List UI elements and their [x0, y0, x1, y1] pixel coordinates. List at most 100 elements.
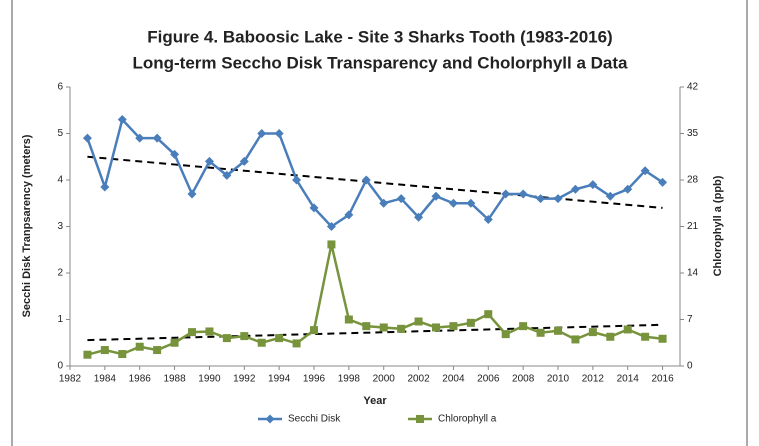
point: [344, 210, 354, 220]
point: [466, 198, 476, 208]
x-tick-label: 1998: [338, 374, 361, 385]
point: [658, 177, 668, 187]
legend-label: Chlorophyll a: [438, 414, 497, 425]
y2-tick-label: 21: [687, 221, 699, 232]
point: [240, 332, 249, 341]
point: [641, 332, 650, 341]
y2-tick-label: 35: [687, 128, 699, 139]
point: [501, 189, 511, 199]
point: [571, 335, 580, 344]
point: [623, 325, 632, 334]
point: [640, 166, 650, 176]
chart-subtitle: Long-term Seccho Disk Transparency and C…: [132, 53, 628, 72]
x-tick-label: 1988: [163, 374, 186, 385]
y2-tick-label: 7: [687, 314, 693, 325]
x-tick-label: 1986: [129, 374, 152, 385]
point: [483, 215, 493, 225]
chart-title: Figure 4. Baboosic Lake - Site 3 Sharks …: [147, 27, 612, 46]
point: [170, 149, 180, 159]
point: [379, 198, 389, 208]
point: [606, 332, 615, 341]
point: [414, 317, 423, 326]
point: [397, 324, 406, 333]
point: [554, 326, 562, 335]
point: [553, 194, 563, 204]
point: [309, 203, 319, 213]
point: [379, 323, 388, 332]
point: [501, 330, 510, 339]
point: [344, 315, 353, 324]
series-line: [87, 244, 663, 356]
point: [361, 175, 371, 185]
point: [135, 342, 144, 351]
y-tick-label: 6: [57, 82, 63, 93]
y2-tick-label: 42: [687, 82, 699, 93]
x-tick-label: 2008: [512, 374, 535, 385]
x-tick-label: 1984: [94, 374, 117, 385]
frame: [11, 0, 748, 446]
point: [432, 323, 440, 332]
point: [83, 350, 92, 359]
point: [292, 339, 301, 348]
point: [135, 133, 145, 143]
x-tick-label: 2012: [582, 374, 605, 385]
x-tick-label: 1992: [233, 374, 256, 385]
point: [170, 338, 179, 347]
point: [448, 198, 458, 208]
point: [187, 189, 197, 199]
point: [257, 129, 267, 138]
x-tick-label: 2010: [547, 374, 570, 385]
x-tick-label: 2016: [651, 374, 674, 385]
x-tick-label: 2000: [373, 374, 396, 385]
point: [396, 194, 406, 204]
y2-tick-label: 14: [687, 268, 699, 279]
y-tick-label: 1: [57, 314, 63, 325]
x-tick-label: 1994: [268, 374, 291, 385]
y-tick-label: 0: [57, 361, 63, 372]
point: [327, 240, 336, 249]
point: [204, 156, 214, 166]
x-tick-label: 2014: [617, 374, 640, 385]
point: [310, 326, 318, 335]
point: [257, 338, 266, 347]
point: [449, 322, 458, 331]
legend-label: Secchi Disk: [288, 414, 341, 425]
point: [222, 334, 231, 343]
point: [117, 115, 127, 125]
point: [239, 156, 249, 166]
x-tick-label: 1996: [303, 374, 326, 385]
y-tick-label: 3: [57, 221, 63, 232]
point: [658, 334, 667, 343]
x-tick-label: 1982: [59, 374, 82, 385]
x-tick-label: 2004: [442, 374, 465, 385]
point: [118, 350, 127, 359]
point: [466, 318, 475, 327]
point: [326, 222, 336, 231]
trend-line: [87, 155, 663, 209]
point: [222, 170, 232, 180]
point: [518, 189, 528, 199]
legend-marker: [416, 415, 424, 423]
y-tick-label: 4: [57, 175, 63, 186]
y-tick-label: 2: [57, 268, 63, 279]
x-axis-label: Year: [363, 395, 387, 407]
legend-marker: [265, 414, 275, 424]
point: [484, 310, 493, 319]
point: [536, 194, 546, 204]
y-axis-label: Secchi Disk Tranpsarency (meters): [21, 134, 33, 317]
point: [414, 212, 424, 222]
point: [623, 184, 633, 194]
point: [292, 175, 302, 185]
point: [152, 133, 162, 143]
y2-tick-label: 28: [687, 175, 699, 186]
point: [362, 322, 371, 331]
y2-axis-label: Chlorophyll a (ppb): [712, 175, 724, 276]
y-tick-label: 5: [57, 128, 63, 139]
x-tick-label: 2006: [477, 374, 500, 385]
point: [274, 129, 284, 138]
point: [205, 327, 214, 336]
series-line: [86, 117, 664, 229]
point: [588, 180, 598, 190]
point: [82, 133, 92, 143]
